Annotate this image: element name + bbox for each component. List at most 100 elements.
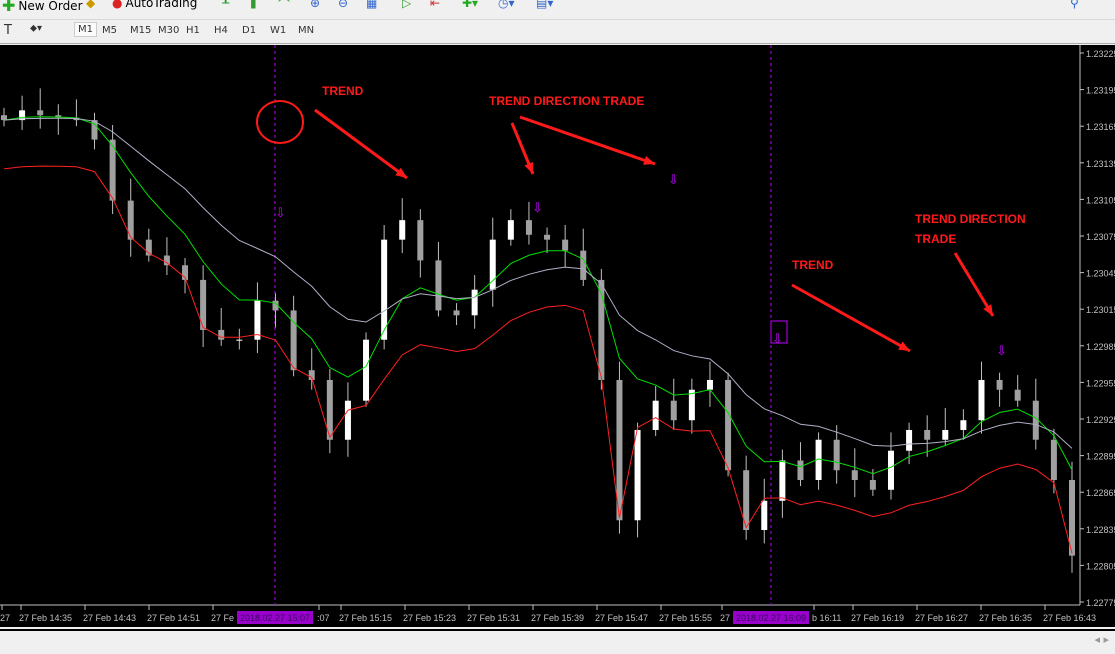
sell-signal-arrow-icon: ⇩ <box>275 205 286 220</box>
price-tick-label: 1.22835 <box>1086 525 1115 535</box>
candle-body <box>815 439 822 480</box>
candle-body <box>507 220 514 240</box>
time-tick-label: 27 Feb 15:23 <box>403 613 456 623</box>
annotation-arrowhead <box>983 304 993 316</box>
price-tick-label: 1.23165 <box>1086 122 1115 132</box>
signal-highlight-box <box>770 320 788 344</box>
price-chart[interactable]: 1.23225 1.23195 1.23165 1.23135 1.23105 1.230… <box>0 45 1115 627</box>
annotation-arrow <box>519 115 656 166</box>
annotation-arrow <box>953 252 995 317</box>
bar-chart-icon[interactable]: ┸ <box>222 0 230 10</box>
candle-body <box>525 220 532 235</box>
annotation-trend-direction-1: TREND DIRECTION TRADE <box>489 94 645 108</box>
search-icon[interactable]: ⚲ <box>1070 0 1079 10</box>
sell-signal-arrow-icon: ⇩ <box>668 172 679 187</box>
candle-body <box>851 470 858 480</box>
candle-body <box>453 310 460 316</box>
price-tick-label: 1.22985 <box>1086 342 1115 352</box>
time-tick-label: 27 Feb 14:43 <box>83 613 136 623</box>
price-tick-label: 1.23225 <box>1086 49 1115 59</box>
annotation-trend-1: TREND <box>322 84 364 98</box>
templates-icon[interactable]: ▤▾ <box>536 0 554 10</box>
candle-body <box>19 110 26 121</box>
chart-canvas: 1.23225 1.23195 1.23165 1.23135 1.23105 1.230… <box>0 45 1115 624</box>
time-tick-label: 27 Feb 16:27 <box>915 613 968 623</box>
annotation-arrow <box>791 283 911 353</box>
candlestick-icon[interactable]: ▮ <box>250 0 257 10</box>
timeframe-d1[interactable]: D1 <box>242 25 257 36</box>
timeframe-m30[interactable]: M30 <box>158 25 180 36</box>
zoom-in-icon[interactable]: ⊕ <box>310 0 321 10</box>
autotrading-button[interactable]: ● AutoTrading <box>112 0 197 10</box>
timeframe-h4[interactable]: H4 <box>214 25 228 36</box>
candle-body <box>924 429 931 440</box>
chart-shift-icon[interactable]: ▷ <box>402 0 412 10</box>
candle-body <box>254 300 261 340</box>
annotation-arrowhead <box>524 162 534 174</box>
candle-body <box>580 250 587 280</box>
timeframe-mn[interactable]: MN <box>298 25 315 36</box>
price-tick-label: 1.23135 <box>1086 159 1115 169</box>
candle-body <box>200 279 207 330</box>
line-chart-icon[interactable]: ⌒ <box>278 0 291 12</box>
candle-body <box>725 379 732 471</box>
candle-body <box>1032 400 1039 440</box>
candle-body <box>1014 389 1021 401</box>
timeframe-m15[interactable]: M15 <box>130 25 152 36</box>
price-tick-label: 1.22775 <box>1086 598 1115 608</box>
candle-body <box>471 289 478 316</box>
autoscroll-icon[interactable]: ⇤ <box>430 0 441 10</box>
time-tick-label: 27 <box>0 613 10 623</box>
candle-body <box>616 379 623 521</box>
candle-body <box>688 389 695 421</box>
annotation-trend-direction-2: TREND DIRECTION TRADE <box>915 212 1026 246</box>
timeframe-w1[interactable]: W1 <box>270 25 287 36</box>
time-tick-label: 27 Feb 15:47 <box>595 613 648 623</box>
price-tick-label: 1.23195 <box>1086 86 1115 96</box>
candle-body <box>797 460 804 480</box>
candle-body <box>399 220 406 240</box>
time-tick-label: 27 <box>720 613 730 623</box>
candle-body <box>887 450 894 490</box>
scroll-arrows-icon[interactable]: ◂ ▸ <box>1094 633 1109 646</box>
time-tick-label: 27 Fe <box>211 613 234 623</box>
ma-mid-line <box>3 117 1073 449</box>
candle-body <box>182 265 189 280</box>
arrows-tool-icon[interactable]: ⬥▾ <box>30 23 43 34</box>
candle-body <box>109 139 116 201</box>
candle-body <box>670 400 677 421</box>
sell-signal-arrow-icon: ⇩ <box>772 331 783 346</box>
annotation-arrowhead <box>643 155 655 165</box>
time-tick-label: 27 Feb 15:15 <box>339 613 392 623</box>
periods-icon[interactable]: ◷▾ <box>498 0 515 10</box>
price-tick-label: 1.23015 <box>1086 305 1115 315</box>
text-tool-icon[interactable]: T <box>4 23 12 38</box>
price-tick-label: 1.22925 <box>1086 415 1115 425</box>
candle-body <box>996 379 1003 390</box>
zoom-out-icon[interactable]: ⊖ <box>338 0 349 10</box>
candle-body <box>652 400 659 430</box>
timeframe-m1[interactable]: M1 <box>74 22 97 37</box>
candle-body <box>55 115 62 118</box>
timeframe-m5[interactable]: M5 <box>102 25 117 36</box>
annotation-arrowhead <box>898 341 910 351</box>
indicators-icon[interactable]: ✚▾ <box>462 0 479 10</box>
time-tick-label: 27 Feb 15:55 <box>659 613 712 623</box>
candle-body <box>960 420 967 430</box>
tile-windows-icon[interactable]: ▦ <box>366 0 378 10</box>
time-tick-label: b 16:11 <box>812 613 841 623</box>
price-tick-label: 1.23075 <box>1086 232 1115 242</box>
metaeditor-button[interactable]: ◆ <box>86 0 95 10</box>
price-tick-label: 1.23045 <box>1086 269 1115 279</box>
book-icon: ◆ <box>86 0 96 10</box>
candle-body <box>326 379 333 440</box>
time-tick-label: 27 Feb 15:39 <box>531 613 584 623</box>
candle-body <box>562 239 569 251</box>
annotation-arrowhead <box>395 167 407 178</box>
main-toolbar: ✚ New Order ◆ ● AutoTrading ┸ ▮ ⌒ ⊕ ⊖ ▦ ▷ … <box>0 0 1115 20</box>
timeframe-h1[interactable]: H1 <box>186 25 200 36</box>
ma-slow-line <box>3 165 1073 554</box>
new-order-button[interactable]: ✚ New Order <box>2 0 83 15</box>
time-tick-label: 27 Feb 16:35 <box>979 613 1032 623</box>
candle-body <box>706 379 713 390</box>
